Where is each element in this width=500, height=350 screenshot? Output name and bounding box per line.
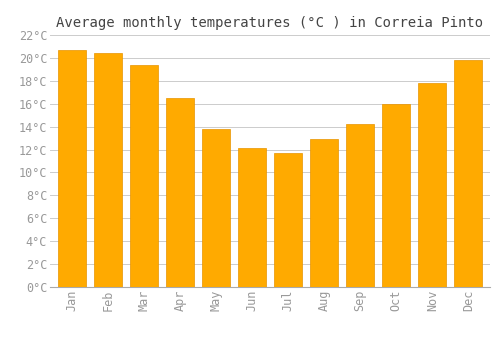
Bar: [418, 83, 446, 287]
Bar: [274, 153, 302, 287]
Bar: [166, 98, 194, 287]
Bar: [58, 50, 86, 287]
Bar: [202, 129, 230, 287]
Bar: [238, 148, 266, 287]
Bar: [130, 65, 158, 287]
Bar: [346, 124, 374, 287]
Bar: [310, 139, 338, 287]
Bar: [382, 104, 410, 287]
Bar: [454, 60, 482, 287]
Title: Average monthly temperatures (°C ) in Correia Pinto: Average monthly temperatures (°C ) in Co…: [56, 16, 484, 30]
Bar: [94, 53, 122, 287]
